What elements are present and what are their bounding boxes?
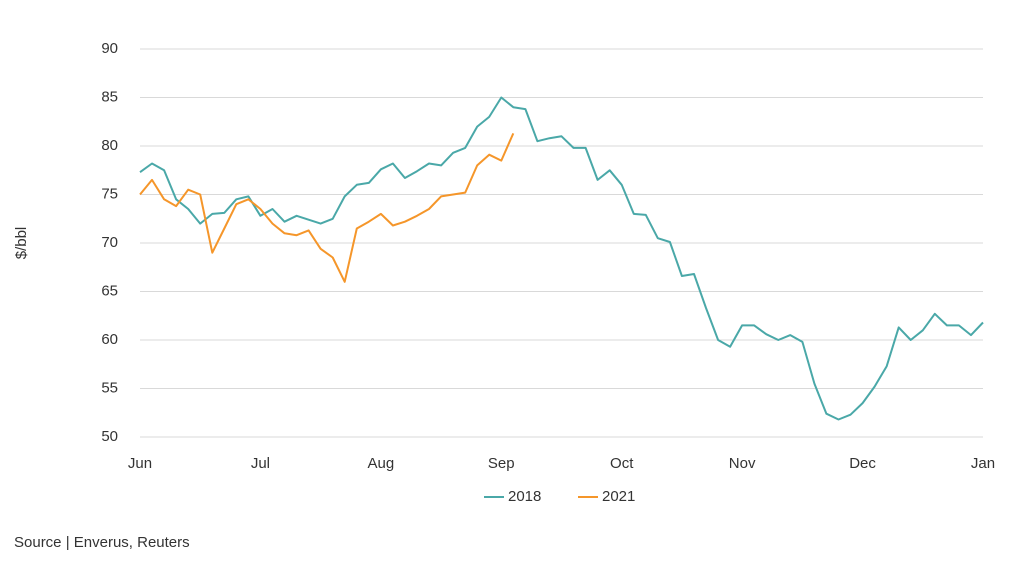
x-tick-label: Aug bbox=[368, 455, 395, 472]
source-note: Source | Enverus, Reuters bbox=[14, 534, 190, 551]
y-axis-label: $/bbl bbox=[13, 227, 30, 260]
x-tick-label: Dec bbox=[849, 455, 876, 472]
x-tick-label: Jul bbox=[251, 455, 270, 472]
y-tick-label: 85 bbox=[101, 88, 118, 105]
y-tick-label: 70 bbox=[101, 234, 118, 251]
x-tick-label: Jun bbox=[128, 455, 152, 472]
x-tick-label: Nov bbox=[729, 455, 756, 472]
legend-label: 2018 bbox=[508, 488, 541, 505]
y-tick-label: 80 bbox=[101, 137, 118, 154]
x-tick-label: Jan bbox=[971, 455, 995, 472]
y-tick-label: 50 bbox=[101, 428, 118, 445]
x-tick-label: Sep bbox=[488, 455, 515, 472]
series-line bbox=[139, 96, 984, 421]
y-tick-label: 55 bbox=[101, 379, 118, 396]
series-line bbox=[139, 132, 515, 283]
y-tick-label: 60 bbox=[101, 331, 118, 348]
x-tick-label: Oct bbox=[610, 455, 634, 472]
legend-label: 2021 bbox=[602, 488, 635, 505]
y-tick-label: 65 bbox=[101, 282, 118, 299]
y-tick-label: 75 bbox=[101, 185, 118, 202]
y-tick-label: 90 bbox=[101, 40, 118, 57]
